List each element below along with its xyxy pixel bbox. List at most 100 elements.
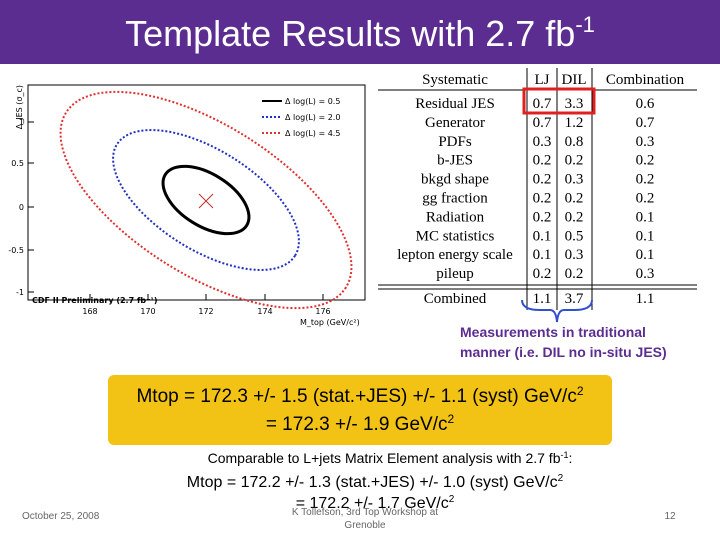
note: Measurements in traditional bbox=[460, 324, 646, 340]
x-axis-label: M_top (GeV/c²) bbox=[300, 318, 360, 327]
y-tick-label: 0 bbox=[19, 203, 24, 212]
footer-location: Grenoble bbox=[344, 520, 386, 531]
table-cell: 0.2 bbox=[533, 209, 552, 225]
y-tick-label: -0.5 bbox=[8, 246, 24, 255]
text: Mtop = 172.3 +/- 1.5 (stat.+JES) +/- 1.1… bbox=[136, 386, 576, 407]
table-cell: 0.2 bbox=[533, 172, 552, 188]
comparison-line: Mtop = 172.2 +/- 1.3 (stat.+JES) +/- 1.0… bbox=[187, 473, 564, 491]
x-tick-label: 172 bbox=[198, 307, 213, 316]
table-cell: 0.3 bbox=[565, 247, 584, 263]
sup: 2 bbox=[558, 473, 564, 484]
text: = 172.2 +/- 1.7 GeV/c bbox=[296, 495, 449, 512]
table-cell: 0.2 bbox=[533, 191, 552, 207]
table-cell: 0.3 bbox=[533, 134, 552, 150]
table-cell: Radiation bbox=[426, 209, 485, 225]
table-cell: pileup bbox=[436, 266, 474, 282]
table-cell: 0.2 bbox=[565, 191, 584, 207]
sup: 2 bbox=[447, 412, 454, 426]
footer-author: K Tollefson, 3rd Top Workshop at bbox=[292, 507, 438, 518]
table-cell: 0.2 bbox=[636, 172, 655, 188]
table-combined: 1.1 bbox=[533, 291, 552, 307]
table-cell: 0.5 bbox=[565, 228, 584, 244]
sup: -1 bbox=[560, 450, 568, 460]
result-box bbox=[108, 375, 612, 445]
title: Template Results with 2.7 fb-1 bbox=[125, 12, 595, 54]
table-cell: 3.3 bbox=[565, 96, 584, 112]
table-cell: 0.2 bbox=[533, 266, 552, 282]
table-combined: Combined bbox=[424, 291, 487, 307]
table-cell: 0.1 bbox=[636, 228, 655, 244]
legend-label: Δ log(L) = 4.5 bbox=[285, 129, 340, 138]
text: = 172.3 +/- 1.9 GeV/c bbox=[266, 414, 448, 435]
comparison-intro: Comparable to L+jets Matrix Element anal… bbox=[208, 450, 573, 466]
title-sup: -1 bbox=[575, 12, 595, 37]
contour-20 bbox=[112, 129, 300, 271]
table-cell: lepton energy scale bbox=[397, 247, 513, 263]
y-tick-label: -1 bbox=[16, 288, 24, 297]
table-combined: 1.1 bbox=[636, 291, 655, 307]
table-cell: PDFs bbox=[438, 134, 472, 150]
legend-label: Δ log(L) = 2.0 bbox=[285, 113, 340, 122]
table-cell: 0.2 bbox=[636, 153, 655, 169]
text: Comparable to L+jets Matrix Element anal… bbox=[208, 450, 561, 466]
table-cell: bkgd shape bbox=[421, 172, 489, 188]
table-cell: 0.3 bbox=[565, 172, 584, 188]
table-header: Combination bbox=[606, 72, 685, 88]
legend-label: Δ log(L) = 0.5 bbox=[285, 97, 340, 106]
plot-frame bbox=[27, 84, 366, 301]
table-cell: b-JES bbox=[437, 153, 473, 169]
title-bar bbox=[0, 0, 720, 64]
table-cell: 0.7 bbox=[533, 115, 552, 131]
table-cell: 0.8 bbox=[565, 134, 584, 150]
text: Mtop = 172.2 +/- 1.3 (stat.+JES) +/- 1.0… bbox=[187, 474, 558, 491]
contour-05 bbox=[161, 164, 251, 236]
contour-plot: Δ log(L) = 0.5 Δ log(L) = 2.0 Δ log(L) =… bbox=[8, 84, 366, 327]
table-cell: 1.2 bbox=[565, 115, 584, 131]
result-line: = 172.3 +/- 1.9 GeV/c2 bbox=[266, 412, 455, 435]
table-cell: 0.3 bbox=[636, 266, 655, 282]
table-combined: 3.7 bbox=[565, 291, 584, 307]
brace bbox=[521, 299, 593, 323]
table-cell: 0.1 bbox=[533, 247, 552, 263]
title-text: Template Results with 2.7 fb bbox=[125, 13, 575, 54]
table-header: LJ bbox=[535, 72, 550, 88]
table-cell: MC statistics bbox=[416, 228, 495, 244]
table-cell: Generator bbox=[425, 115, 485, 131]
table-cell: 0.7 bbox=[533, 96, 552, 112]
table-cell: gg fraction bbox=[422, 191, 488, 207]
table-header: DIL bbox=[562, 72, 587, 88]
text: : bbox=[569, 450, 573, 466]
note: manner (i.e. DIL no in-situ JES) bbox=[460, 344, 667, 360]
highlight-box bbox=[522, 87, 596, 115]
table-cell: 0.1 bbox=[533, 228, 552, 244]
x-tick-label: 176 bbox=[315, 307, 330, 316]
best-fit bbox=[198, 193, 214, 209]
y-tick-label: 1 bbox=[19, 118, 24, 127]
table-cell: 0.2 bbox=[533, 153, 552, 169]
footer-date: October 25, 2008 bbox=[22, 511, 100, 522]
result-line: Mtop = 172.3 +/- 1.5 (stat.+JES) +/- 1.1… bbox=[136, 384, 583, 407]
x-tick-label: 170 bbox=[140, 307, 155, 316]
sup: 2 bbox=[449, 494, 455, 505]
table-cell: 0.2 bbox=[565, 153, 584, 169]
table-cell: 0.2 bbox=[636, 191, 655, 207]
x-tick-label: 174 bbox=[257, 307, 272, 316]
contour-45 bbox=[59, 90, 353, 310]
table-cell: 0.2 bbox=[565, 266, 584, 282]
x-tick-label: 168 bbox=[82, 307, 97, 316]
y-axis-label: Δ_JES (σ_c) bbox=[15, 85, 24, 129]
table-cell: 0.6 bbox=[636, 96, 655, 112]
comparison-line: = 172.2 +/- 1.7 GeV/c2 bbox=[296, 494, 455, 512]
table-cell: 0.3 bbox=[636, 134, 655, 150]
y-tick-label: 0.5 bbox=[11, 159, 24, 168]
table-cell: 0.1 bbox=[636, 209, 655, 225]
table-cell: 0.2 bbox=[565, 209, 584, 225]
table-cell: 0.1 bbox=[636, 247, 655, 263]
systematics-table: Systematic LJ DIL Combination Residual JES 0.… bbox=[378, 68, 697, 323]
page-number: 12 bbox=[664, 511, 676, 522]
plot-caption: CDF II Preliminary (2.7 fb⁻¹) bbox=[32, 296, 158, 305]
table-cell: Residual JES bbox=[415, 96, 495, 112]
table-header: Systematic bbox=[422, 72, 488, 88]
